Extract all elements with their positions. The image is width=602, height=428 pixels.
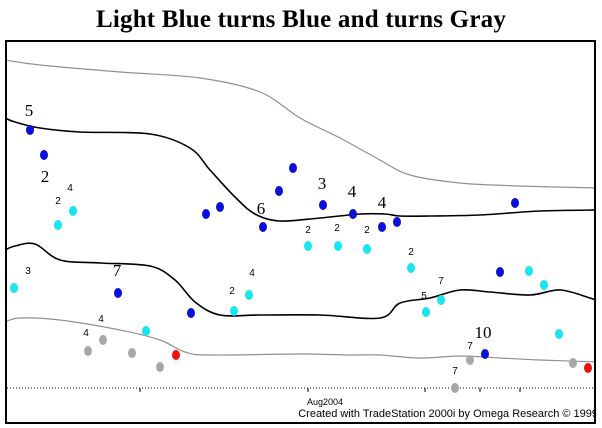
dot-red [584, 363, 592, 373]
chart-title: Light Blue turns Blue and turns Gray [95, 6, 507, 33]
dot-lightblue [334, 241, 342, 251]
dot-blue [378, 222, 386, 232]
dot-blue [393, 217, 401, 227]
count-label: 2 [55, 196, 61, 207]
x-axis-label: Aug2004 [307, 397, 343, 407]
dot-blue [187, 308, 195, 318]
dot-blue [289, 163, 297, 173]
dot-lightblue [245, 290, 253, 300]
dot-red [172, 350, 180, 360]
dot-lightblue [407, 263, 415, 273]
dot-gray [84, 346, 92, 356]
credit-text: Created with TradeStation 2000i by Omega… [298, 408, 598, 420]
dot-blue [275, 186, 283, 196]
count-label: 3 [318, 174, 327, 193]
dot-blue [596, 332, 602, 342]
chart-frame [5, 40, 596, 424]
dot-gray [569, 358, 577, 368]
count-label: 5 [421, 291, 427, 302]
count-label: 4 [83, 328, 89, 339]
dot-gray [466, 355, 474, 365]
dot-lightblue [230, 306, 238, 316]
count-label: 4 [378, 193, 387, 212]
count-label: 7 [113, 261, 122, 280]
count-label: 2 [364, 225, 370, 236]
dot-lightblue [540, 280, 548, 290]
count-label: 4 [249, 268, 255, 279]
count-label: 10 [475, 323, 492, 342]
dot-lightblue [69, 206, 77, 216]
dot-blue [496, 267, 504, 277]
count-label: 7 [467, 341, 473, 352]
count-label: 4 [98, 314, 104, 325]
dot-gray [99, 335, 107, 345]
count-label: 2 [334, 223, 340, 234]
count-label: 7 [438, 276, 444, 287]
dot-blue [349, 209, 357, 219]
band-lower-thick [7, 242, 594, 320]
dot-gray [128, 348, 136, 358]
dot-blue [202, 209, 210, 219]
count-label: 6 [257, 199, 266, 218]
dot-gray [156, 362, 164, 372]
dot-lightblue [437, 295, 445, 305]
dot-lightblue [555, 329, 563, 339]
dot-blue [511, 198, 519, 208]
band-lower-thin [7, 317, 594, 363]
dot-blue [481, 349, 489, 359]
count-label: 2 [408, 247, 414, 258]
count-label: 5 [25, 101, 34, 120]
dot-lightblue [54, 220, 62, 230]
count-label: 2 [305, 225, 311, 236]
count-label: 2 [229, 286, 235, 297]
count-label: 3 [25, 266, 31, 277]
count-label: 2 [41, 167, 50, 186]
dot-lightblue [363, 244, 371, 254]
dot-blue [319, 200, 327, 210]
count-label: 4 [348, 182, 357, 201]
dot-lightblue [525, 266, 533, 276]
band-upper-thick [7, 118, 594, 222]
dot-blue [26, 125, 34, 135]
dot-lightblue [10, 283, 18, 293]
dot-blue [40, 150, 48, 160]
dot-gray [451, 383, 459, 393]
dot-lightblue [422, 307, 430, 317]
dot-lightblue [304, 241, 312, 251]
band-upper-thin [7, 59, 594, 189]
dot-blue [114, 288, 122, 298]
count-label: 4 [67, 183, 73, 194]
count-label: 7 [452, 366, 458, 377]
dot-lightblue [142, 326, 150, 336]
dot-blue [259, 222, 267, 232]
dot-blue [216, 202, 224, 212]
